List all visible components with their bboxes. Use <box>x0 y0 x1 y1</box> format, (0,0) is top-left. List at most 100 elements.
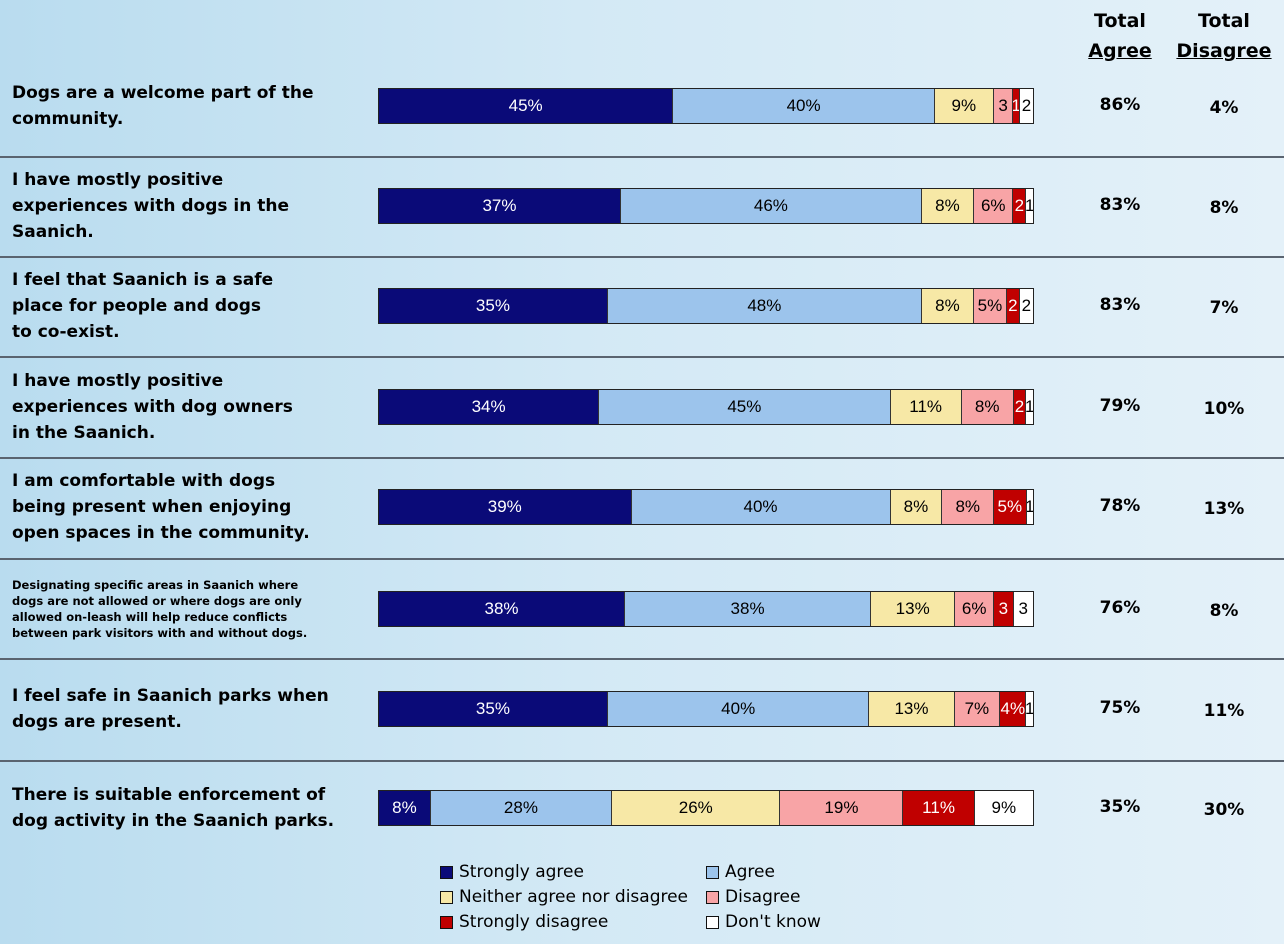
question-label: I have mostly positive experiences with … <box>12 371 293 443</box>
row-separator <box>0 156 1284 158</box>
stacked-bar: 39% 40% 8% 8% 5% 1 <box>378 489 1034 525</box>
data-label: 39% <box>487 497 522 516</box>
bar-segment-don-t-know: 2 <box>1019 289 1033 323</box>
data-label: 3 <box>1018 599 1028 618</box>
bar-segment-strongly-agree: 35% <box>379 289 608 323</box>
bar-segment-agree: 28% <box>430 791 613 825</box>
data-label: 1 <box>1013 96 1019 116</box>
bar-segment-neither-agree-nor-disagree: 8% <box>921 189 975 223</box>
bar-segment-strongly-agree: 39% <box>379 490 632 524</box>
data-label: 9% <box>991 798 1017 817</box>
stacked-bar: 45% 40% 9% 312 <box>378 88 1034 124</box>
legend-item: Strongly disagree <box>440 912 706 933</box>
bar-segment-don-t-know: 1 <box>1026 189 1033 223</box>
data-label: 5% <box>977 296 1003 315</box>
data-label: 6% <box>961 599 987 618</box>
total-agree-value: 79% <box>1099 396 1141 416</box>
data-label: 45% <box>727 397 762 416</box>
chart-legend: Strongly agree Agree Neither agree nor dis… <box>440 862 900 933</box>
bar-segment-neither-agree-nor-disagree: 8% <box>890 490 943 524</box>
legend-item: Agree <box>706 862 906 883</box>
legend-swatch <box>440 891 453 904</box>
bar-segment-strongly-agree: 34% <box>379 390 600 424</box>
bar-segment-strongly-disagree: 1 <box>1013 89 1020 123</box>
row-separator <box>0 658 1284 660</box>
total-disagree-value: 10% <box>1203 399 1245 419</box>
legend-swatch <box>706 916 719 929</box>
data-label: 8% <box>935 296 960 315</box>
total-disagree-value: 30% <box>1203 800 1245 820</box>
data-label: 1 <box>1026 497 1033 516</box>
bar-segment-agree: 38% <box>625 592 872 626</box>
bar-segment-disagree: 8% <box>961 390 1014 424</box>
data-label: 3 <box>998 599 1009 618</box>
bar-segment-neither-agree-nor-disagree: 13% <box>869 692 955 726</box>
stacked-bar: 35% 48% 8% 5% 2 2 <box>378 288 1034 324</box>
total-agree-value: 86% <box>1099 95 1141 115</box>
data-label: 2 <box>1014 397 1025 416</box>
total-agree-header-line1: Total <box>1094 10 1146 32</box>
bar-segment-disagree: 19% <box>780 791 904 825</box>
bar-segment-don-t-know: 2 <box>1019 89 1033 123</box>
bar-segment-strongly-agree: 38% <box>379 592 626 626</box>
data-label: 19% <box>824 798 859 817</box>
row-separator <box>0 457 1284 459</box>
legend-swatch <box>706 866 719 879</box>
bar-segment-don-t-know: 1 <box>1026 490 1033 524</box>
data-label: 2 <box>1014 196 1025 215</box>
legend-swatch <box>440 866 453 879</box>
legend-item: Neither agree nor disagree <box>440 887 706 908</box>
bar-segment-disagree: 8% <box>942 490 995 524</box>
data-label: 1 <box>1026 397 1033 416</box>
data-label: 40% <box>743 497 778 516</box>
data-label: 8% <box>955 497 981 516</box>
total-disagree-value: 8% <box>1209 198 1239 218</box>
question-label: Dogs are a welcome part of the community… <box>12 83 314 129</box>
question-label: I feel that Saanich is a safe place for … <box>12 270 274 342</box>
data-label: 46% <box>753 196 788 215</box>
total-disagree-value: 8% <box>1209 601 1239 621</box>
total-agree-header: Total Agree <box>1060 6 1180 66</box>
bar-segment-agree: 45% <box>599 390 891 424</box>
bar-segment-neither-agree-nor-disagree: 13% <box>871 592 956 626</box>
data-label: 8% <box>392 798 417 817</box>
data-label: 28% <box>503 798 538 817</box>
total-disagree-value: 13% <box>1203 499 1245 519</box>
data-label: 40% <box>721 699 756 718</box>
bar-segment-strongly-agree: 45% <box>379 89 674 123</box>
data-label: 13% <box>895 599 930 618</box>
data-label: 1 <box>1026 196 1033 215</box>
bar-segment-disagree: 6% <box>955 592 995 626</box>
stacked-bar: 37% 46% 8% 6% 2 1 <box>378 188 1034 224</box>
bar-segment-disagree: 5% <box>974 289 1007 323</box>
data-label: 35% <box>475 296 510 315</box>
data-label: 8% <box>935 196 960 215</box>
bar-segment-neither-agree-nor-disagree: 9% <box>934 89 994 123</box>
bar-segment-strongly-disagree: 3 <box>994 592 1014 626</box>
legend-swatch <box>706 891 719 904</box>
bar-segment-don-t-know: 1 <box>1026 390 1033 424</box>
legend-label: Agree <box>725 862 775 882</box>
bar-segment-neither-agree-nor-disagree: 11% <box>890 390 962 424</box>
total-agree-value: 83% <box>1099 195 1141 215</box>
legend-item: Disagree <box>706 887 906 908</box>
question-label: I have mostly positive experiences with … <box>12 170 290 242</box>
data-label: 38% <box>484 599 519 618</box>
total-disagree-value: 7% <box>1209 298 1239 318</box>
data-label: 2 <box>1008 296 1018 315</box>
data-label: 35% <box>475 699 510 718</box>
bar-segment-strongly-disagree: 5% <box>994 490 1027 524</box>
bar-segment-disagree: 6% <box>974 189 1014 223</box>
total-agree-value: 83% <box>1099 295 1141 315</box>
data-label: 40% <box>786 96 821 115</box>
data-label: 45% <box>508 96 543 115</box>
bar-segment-agree: 48% <box>607 289 922 323</box>
total-disagree-value: 4% <box>1209 98 1239 118</box>
stacked-bar: 8% 28% 26% 19% 11% 9% <box>378 790 1034 826</box>
data-label: 37% <box>482 196 517 215</box>
data-label: 9% <box>951 96 977 115</box>
legend-label: Strongly disagree <box>459 912 609 932</box>
bar-segment-strongly-disagree: 2 <box>1006 289 1020 323</box>
bar-segment-strongly-disagree: 2 <box>1013 189 1027 223</box>
legend-label: Disagree <box>725 887 801 907</box>
